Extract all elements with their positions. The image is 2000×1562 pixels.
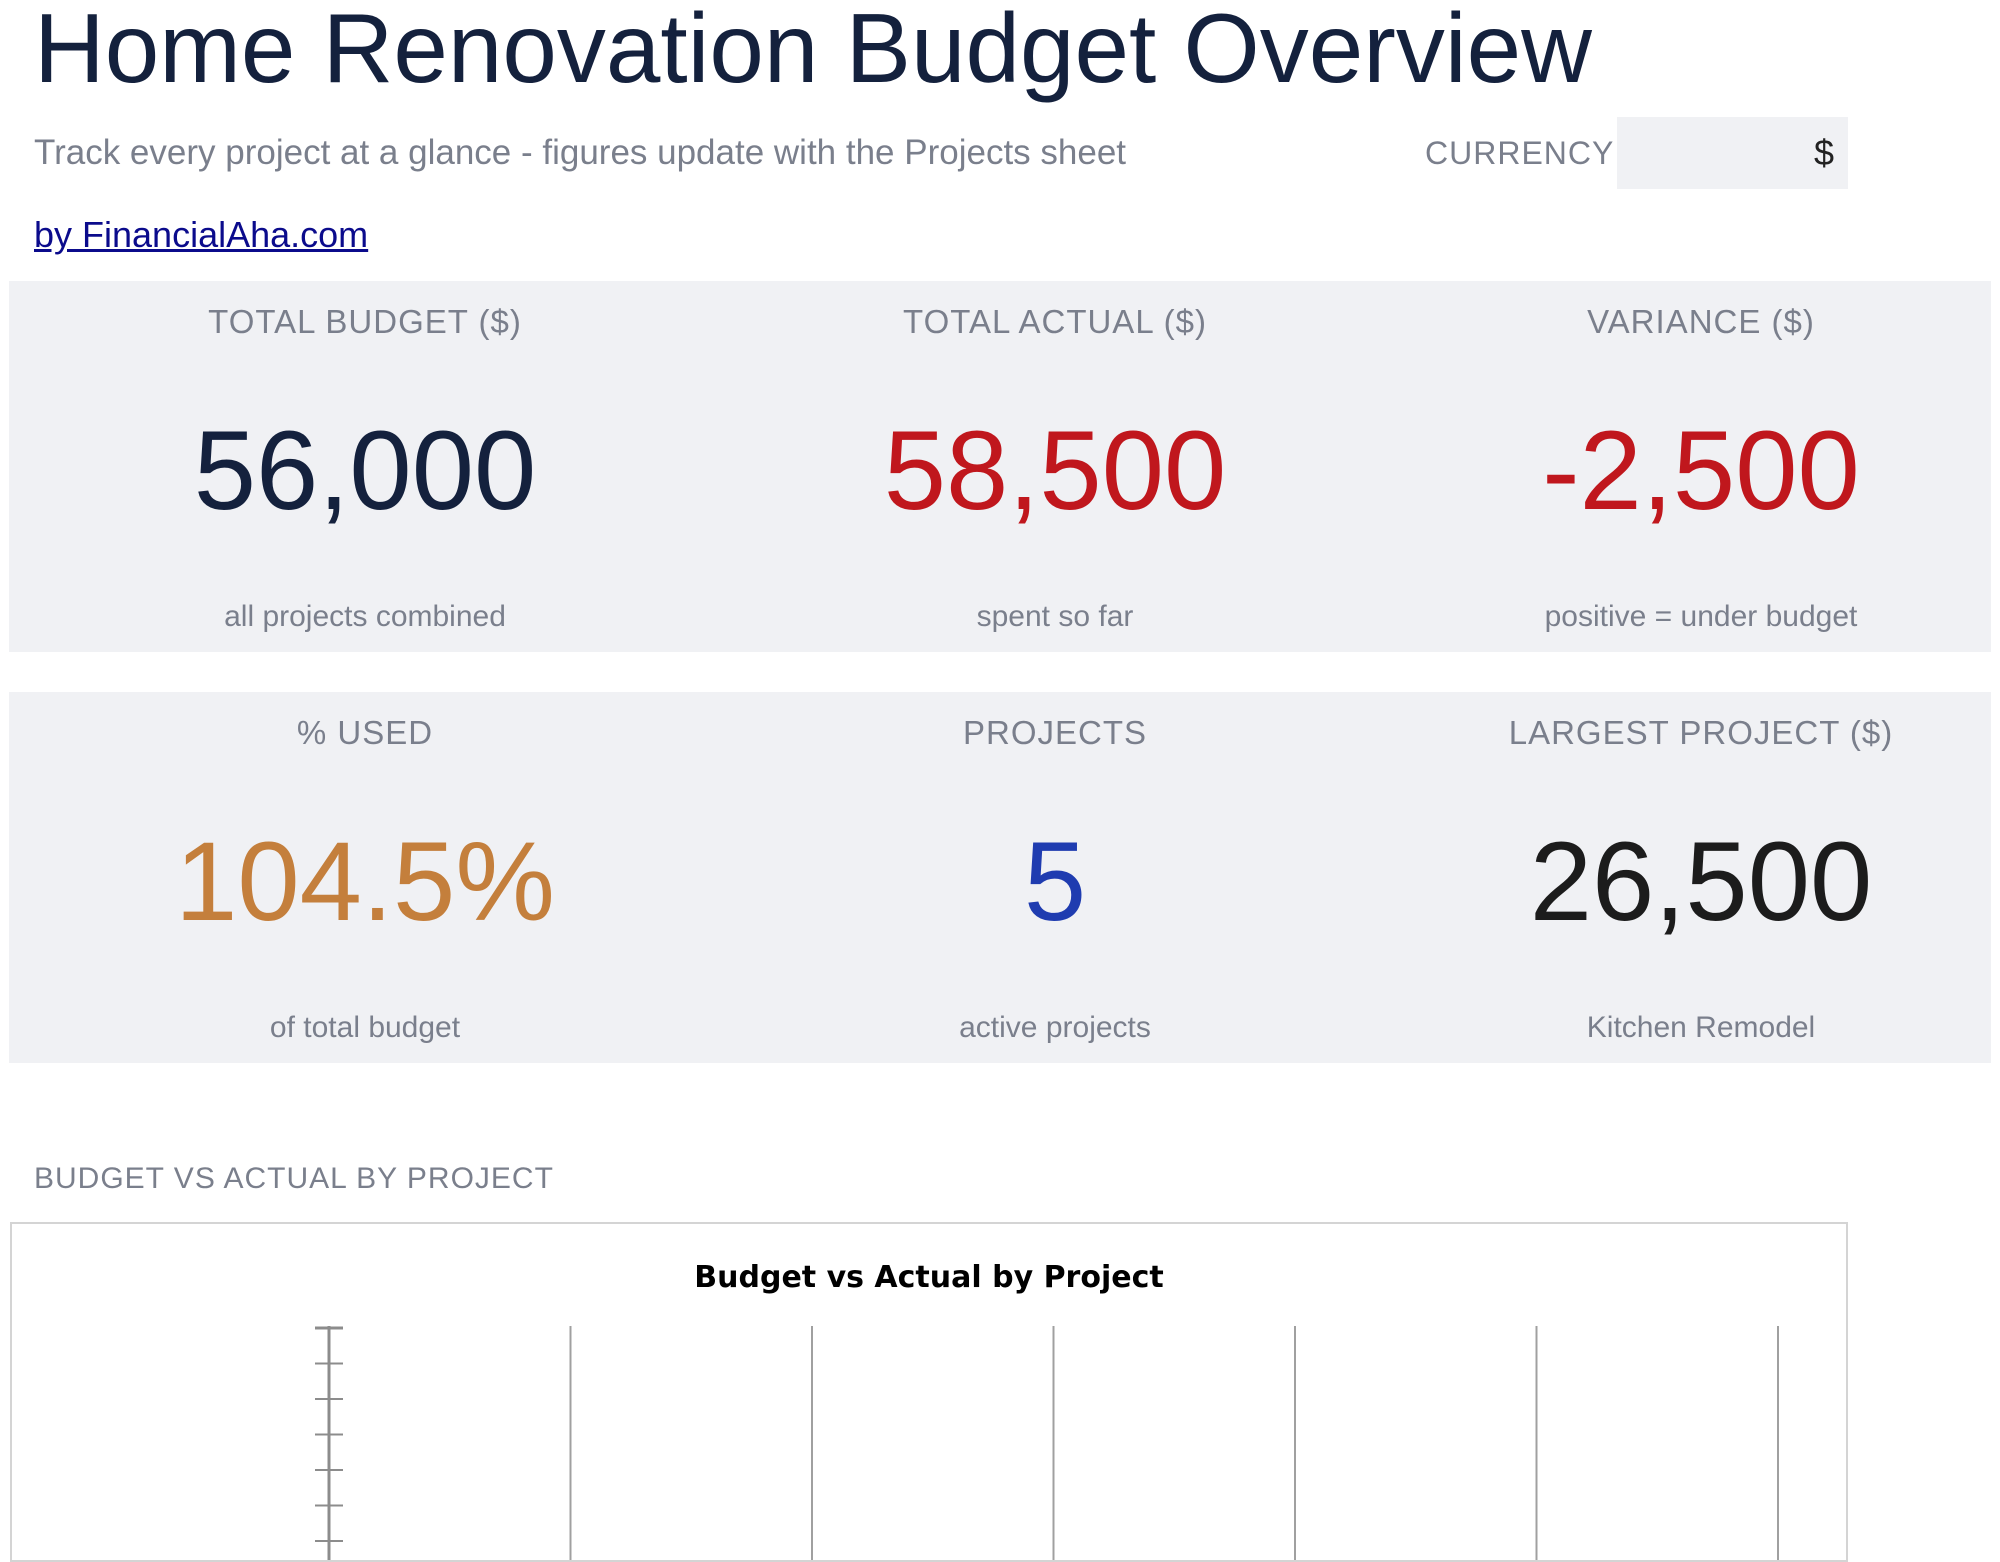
kpi-value: 104.5%: [175, 819, 555, 944]
kpi-note: spent so far: [976, 600, 1134, 633]
chart-budget-vs-actual[interactable]: Budget vs Actual by Project: [10, 1222, 1848, 1562]
kpi-value: 26,500: [1529, 819, 1873, 944]
chart-plot-area: [315, 1326, 1779, 1560]
kpi-largest-project: LARGEST PROJECT ($) 26,500 Kitchen Remod…: [1371, 692, 2000, 1063]
kpi-note: positive = under budget: [1544, 600, 1858, 633]
kpi-value: -2,500: [1542, 408, 1860, 533]
page-subtitle: Track every project at a glance - figure…: [34, 133, 1127, 172]
kpi-label: LARGEST PROJECT ($): [1508, 714, 1894, 751]
kpi-label: % USED: [296, 714, 434, 751]
kpi-value: 58,500: [883, 408, 1227, 533]
kpi-total-budget: TOTAL BUDGET ($) 56,000 all projects com…: [35, 281, 695, 652]
chart-title: Budget vs Actual by Project: [694, 1260, 1164, 1295]
kpi-note: all projects combined: [224, 600, 506, 633]
kpi-total-actual: TOTAL ACTUAL ($) 58,500 spent so far: [725, 281, 1385, 652]
currency-label: CURRENCY: [1425, 135, 1615, 171]
kpi-projects: PROJECTS 5 active projects: [725, 692, 1385, 1063]
kpi-label: TOTAL BUDGET ($): [208, 303, 522, 340]
byline-link[interactable]: by FinancialAha.com: [34, 214, 369, 255]
kpi-value: 56,000: [193, 408, 537, 533]
currency-input[interactable]: $: [1617, 117, 1848, 189]
kpi-label: VARIANCE ($): [1587, 303, 1815, 340]
kpi-note: active projects: [959, 1011, 1151, 1044]
kpi-note: of total budget: [269, 1011, 461, 1044]
kpi-value: 5: [1023, 819, 1087, 944]
section-heading-budget-vs-actual: BUDGET VS ACTUAL BY PROJECT: [34, 1162, 554, 1195]
kpi-label: PROJECTS: [962, 714, 1148, 751]
page-title: Home Renovation Budget Overview: [34, 0, 1592, 103]
kpi-label: TOTAL ACTUAL ($): [903, 303, 1207, 340]
kpi-note: Kitchen Remodel: [1586, 1011, 1816, 1044]
kpi-panel-summary: TOTAL BUDGET ($) 56,000 all projects com…: [9, 281, 1991, 652]
kpi-percent-used: % USED 104.5% of total budget: [35, 692, 695, 1063]
kpi-variance: VARIANCE ($) -2,500 positive = under bud…: [1371, 281, 2000, 652]
kpi-panel-detail: % USED 104.5% of total budget PROJECTS 5…: [9, 692, 1991, 1063]
